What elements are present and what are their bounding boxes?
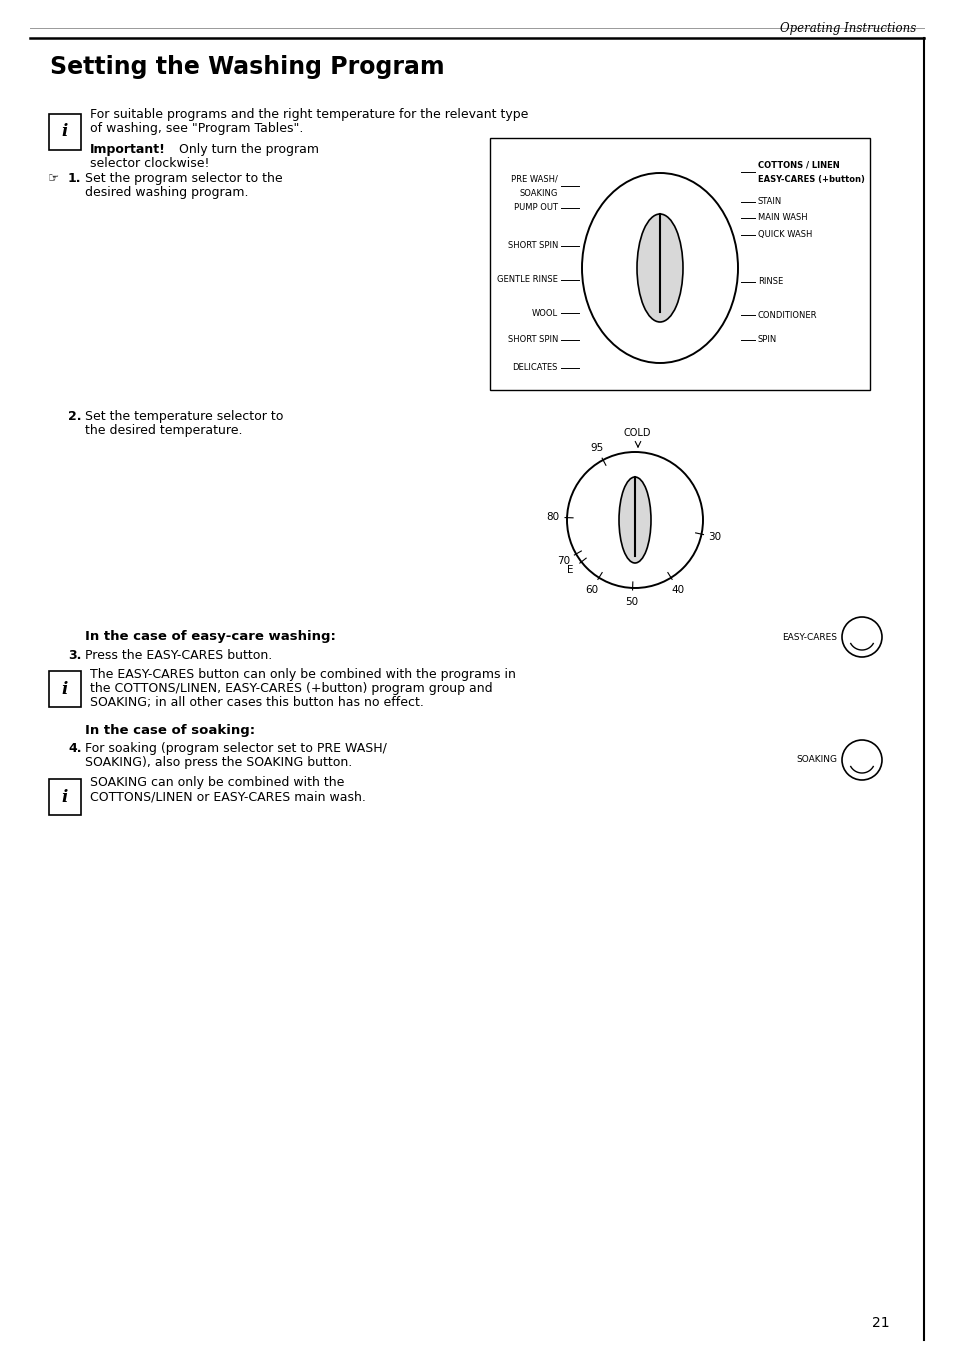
Text: COTTONS / LINEN: COTTONS / LINEN	[758, 160, 839, 169]
Circle shape	[566, 452, 702, 588]
Text: SOAKING; in all other cases this button has no effect.: SOAKING; in all other cases this button …	[90, 696, 423, 708]
Text: 4.: 4.	[68, 742, 81, 754]
Text: CONDITIONER: CONDITIONER	[758, 311, 817, 319]
Text: RINSE: RINSE	[758, 277, 782, 287]
Text: PRE WASH/: PRE WASH/	[511, 174, 558, 183]
Text: QUICK WASH: QUICK WASH	[758, 230, 812, 239]
Text: i: i	[62, 123, 68, 141]
Text: the COTTONS/LINEN, EASY-CARES (+button) program group and: the COTTONS/LINEN, EASY-CARES (+button) …	[90, 681, 492, 695]
Text: SHORT SPIN: SHORT SPIN	[507, 335, 558, 345]
Text: 80: 80	[546, 512, 559, 522]
Text: Press the EASY-CARES button.: Press the EASY-CARES button.	[85, 649, 272, 662]
Text: WOOL: WOOL	[532, 308, 558, 318]
Text: 95: 95	[589, 442, 602, 453]
Text: i: i	[62, 680, 68, 698]
Text: SOAKING: SOAKING	[519, 189, 558, 197]
Text: In the case of soaking:: In the case of soaking:	[85, 725, 254, 737]
Text: GENTLE RINSE: GENTLE RINSE	[497, 276, 558, 284]
Text: COLD: COLD	[622, 429, 650, 438]
FancyBboxPatch shape	[49, 779, 81, 815]
Text: E: E	[566, 565, 573, 576]
Text: Operating Instructions: Operating Instructions	[779, 22, 915, 35]
Text: 50: 50	[625, 598, 638, 607]
Text: For soaking (program selector set to PRE WASH/: For soaking (program selector set to PRE…	[85, 742, 387, 754]
Text: 30: 30	[708, 533, 721, 542]
FancyBboxPatch shape	[49, 114, 81, 150]
Text: 40: 40	[671, 584, 684, 595]
Text: selector clockwise!: selector clockwise!	[90, 157, 210, 170]
Text: MAIN WASH: MAIN WASH	[758, 214, 807, 223]
Text: ☞: ☞	[48, 172, 59, 185]
Text: i: i	[62, 788, 68, 806]
Text: desired washing program.: desired washing program.	[85, 187, 248, 199]
Text: EASY-CARES (+button): EASY-CARES (+button)	[758, 174, 864, 184]
Text: In the case of easy-care washing:: In the case of easy-care washing:	[85, 630, 335, 644]
Text: SHORT SPIN: SHORT SPIN	[507, 242, 558, 250]
Text: 70: 70	[557, 556, 570, 566]
Text: Set the program selector to the: Set the program selector to the	[85, 172, 282, 185]
Bar	[490, 138, 869, 389]
Text: of washing, see "Program Tables".: of washing, see "Program Tables".	[90, 122, 303, 135]
Text: SPIN: SPIN	[758, 335, 777, 345]
Text: the desired temperature.: the desired temperature.	[85, 425, 242, 437]
Text: Set the temperature selector to: Set the temperature selector to	[85, 410, 283, 423]
FancyBboxPatch shape	[49, 671, 81, 707]
Text: 21: 21	[871, 1315, 889, 1330]
Text: 60: 60	[584, 584, 598, 595]
Text: EASY-CARES: EASY-CARES	[781, 633, 836, 641]
Text: Only turn the program: Only turn the program	[174, 143, 318, 155]
Text: For suitable programs and the right temperature for the relevant type: For suitable programs and the right temp…	[90, 108, 528, 120]
Text: Setting the Washing Program: Setting the Washing Program	[50, 55, 444, 78]
Circle shape	[841, 617, 882, 657]
Text: 2.: 2.	[68, 410, 81, 423]
Text: Important!: Important!	[90, 143, 166, 155]
Text: The EASY-CARES button can only be combined with the programs in: The EASY-CARES button can only be combin…	[90, 668, 516, 681]
Ellipse shape	[581, 173, 738, 362]
Text: SOAKING: SOAKING	[795, 756, 836, 764]
Ellipse shape	[637, 214, 682, 322]
Text: SOAKING), also press the SOAKING button.: SOAKING), also press the SOAKING button.	[85, 756, 352, 769]
Text: STAIN: STAIN	[758, 197, 781, 207]
Text: 1.: 1.	[68, 172, 81, 185]
Ellipse shape	[618, 477, 650, 562]
Text: COTTONS/LINEN or EASY-CARES main wash.: COTTONS/LINEN or EASY-CARES main wash.	[90, 790, 366, 803]
Text: DELICATES: DELICATES	[512, 364, 558, 373]
Circle shape	[841, 740, 882, 780]
Text: 3.: 3.	[68, 649, 81, 662]
Text: PUMP OUT: PUMP OUT	[514, 204, 558, 212]
Text: SOAKING can only be combined with the: SOAKING can only be combined with the	[90, 776, 344, 790]
